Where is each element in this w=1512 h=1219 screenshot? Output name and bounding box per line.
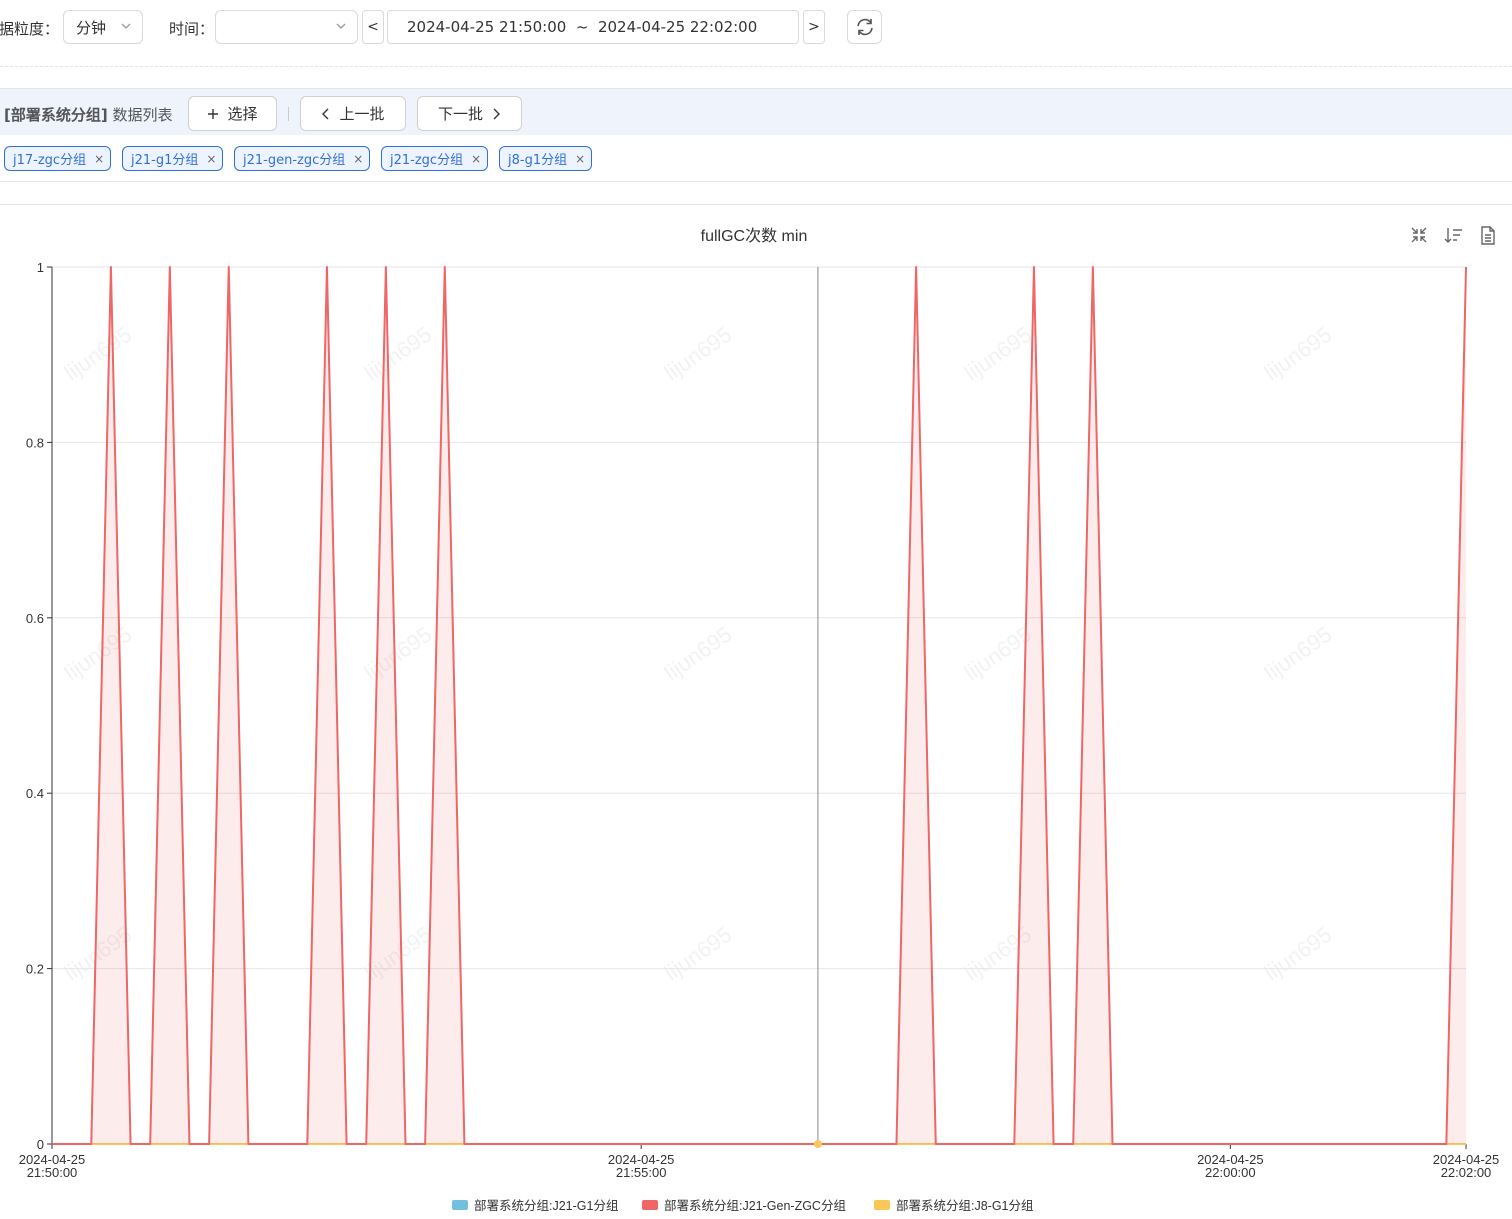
tag-label: j21-zgc分组 xyxy=(390,153,464,168)
chevron-left-icon xyxy=(322,108,329,119)
plot-area: 00.20.40.60.812024-04-2521:50:002024-04-… xyxy=(19,260,1500,1180)
next-batch-button[interactable]: 下一批 xyxy=(417,96,522,131)
plus-icon xyxy=(208,108,219,119)
tag-item[interactable]: j8-g1分组 × xyxy=(499,146,593,171)
filter-toolbar: 据粒度： 分钟 时间： < 2024-04-25 21:50:00 ~ 2024… xyxy=(0,0,1512,56)
close-icon[interactable]: × xyxy=(94,151,105,166)
tag-item[interactable]: j17-zgc分组 × xyxy=(4,146,112,171)
data-list-bar: [部署系统分组] 数据列表 选择 上一批 下一批 xyxy=(0,88,1512,135)
y-tick-label: 0.2 xyxy=(26,962,44,977)
chevron-down-icon xyxy=(336,23,346,29)
date-range-text: 2024-04-25 21:50:00 ~ 2024-04-25 22:02:0… xyxy=(407,18,758,36)
document-icon xyxy=(1481,226,1495,245)
data-list-title: [部署系统分组] 数据列表 xyxy=(4,104,173,125)
watermark-layer xyxy=(0,206,1512,1219)
close-icon[interactable]: × xyxy=(206,151,217,166)
y-tick-label: 0 xyxy=(37,1137,44,1152)
y-tick-label: 0.4 xyxy=(26,786,44,801)
granularity-value: 分钟 xyxy=(76,18,107,37)
legend-label: 部署系统分组:J8-G1分组 xyxy=(896,1198,1034,1213)
data-list-label: 数据列表 xyxy=(112,106,173,124)
legend-swatch xyxy=(642,1200,658,1210)
restore-zoom-button[interactable] xyxy=(1411,227,1427,243)
tag-item[interactable]: j21-gen-zgc分组 × xyxy=(234,146,371,171)
time-label: 时间： xyxy=(169,20,215,38)
x-tick-label: 22:02:00 xyxy=(1441,1165,1492,1180)
group-name: [部署系统分组] xyxy=(4,106,108,124)
series-area xyxy=(52,267,1466,1144)
divider xyxy=(0,204,1512,205)
refresh-button[interactable] xyxy=(847,10,882,44)
legend-label: 部署系统分组:J21-G1分组 xyxy=(474,1198,618,1213)
y-tick-label: 0.6 xyxy=(26,611,44,626)
next-range-label: > xyxy=(808,19,820,35)
prev-batch-label: 上一批 xyxy=(339,105,385,123)
x-tick-label: 2024-04-25 xyxy=(608,1152,675,1167)
next-batch-label: 下一批 xyxy=(437,105,483,123)
x-tick-label: 22:00:00 xyxy=(1205,1165,1256,1180)
tag-item[interactable]: j21-g1分组 × xyxy=(122,146,224,171)
chart-title: fullGC次数 min xyxy=(701,227,808,245)
select-button[interactable]: 选择 xyxy=(188,96,277,131)
prev-range-label: < xyxy=(367,19,379,35)
prev-batch-button[interactable]: 上一批 xyxy=(300,96,406,131)
legend-swatch xyxy=(452,1200,468,1210)
chevron-down-icon xyxy=(121,23,131,29)
x-tick-label: 2024-04-25 xyxy=(19,1152,86,1167)
time-select[interactable] xyxy=(215,10,358,44)
prev-range-button[interactable]: < xyxy=(362,10,384,44)
fullgc-chart: lijun695 fullGC次数 min 00.20.40.60.812024… xyxy=(0,206,1512,1219)
chart-legend: 部署系统分组:J21-G1分组 部署系统分组:J21-Gen-ZGC分组 部署系统分… xyxy=(452,1198,1034,1213)
x-tick-label: 2024-04-25 xyxy=(1433,1152,1500,1167)
date-range-input[interactable]: 2024-04-25 21:50:00 ~ 2024-04-25 22:02:0… xyxy=(387,10,799,44)
close-icon[interactable]: × xyxy=(575,151,586,166)
close-icon[interactable]: × xyxy=(353,151,364,166)
chevron-right-icon xyxy=(493,108,500,119)
x-tick-label: 2024-04-25 xyxy=(1197,1152,1264,1167)
close-icon[interactable]: × xyxy=(471,151,482,166)
tag-label: j21-gen-zgc分组 xyxy=(243,153,346,168)
toolbar-divider xyxy=(0,66,1512,67)
next-range-button[interactable]: > xyxy=(803,10,825,44)
data-view-button[interactable] xyxy=(1481,226,1495,245)
legend-label: 部署系统分组:J21-Gen-ZGC分组 xyxy=(664,1198,846,1213)
y-tick-label: 0.8 xyxy=(26,435,44,450)
granularity-select[interactable]: 分钟 xyxy=(63,10,143,44)
tag-label: j21-g1分组 xyxy=(131,153,199,168)
tag-label: j17-zgc分组 xyxy=(13,153,87,168)
collapse-icon xyxy=(1411,227,1427,243)
sort-icon xyxy=(1444,228,1462,243)
refresh-icon xyxy=(856,18,873,36)
granularity-label: 据粒度： xyxy=(0,20,60,38)
sort-button[interactable] xyxy=(1444,228,1462,243)
y-tick-label: 1 xyxy=(37,260,44,275)
series-line xyxy=(52,266,1467,1145)
x-tick-label: 21:50:00 xyxy=(27,1165,78,1180)
tag-label: j8-g1分组 xyxy=(508,153,568,168)
select-button-label: 选择 xyxy=(227,105,258,123)
divider xyxy=(288,107,289,121)
x-tick-label: 21:55:00 xyxy=(616,1165,667,1180)
divider xyxy=(0,181,1512,182)
cursor-point xyxy=(813,1140,822,1148)
legend-swatch xyxy=(874,1200,890,1210)
tag-item[interactable]: j21-zgc分组 × xyxy=(381,146,489,171)
